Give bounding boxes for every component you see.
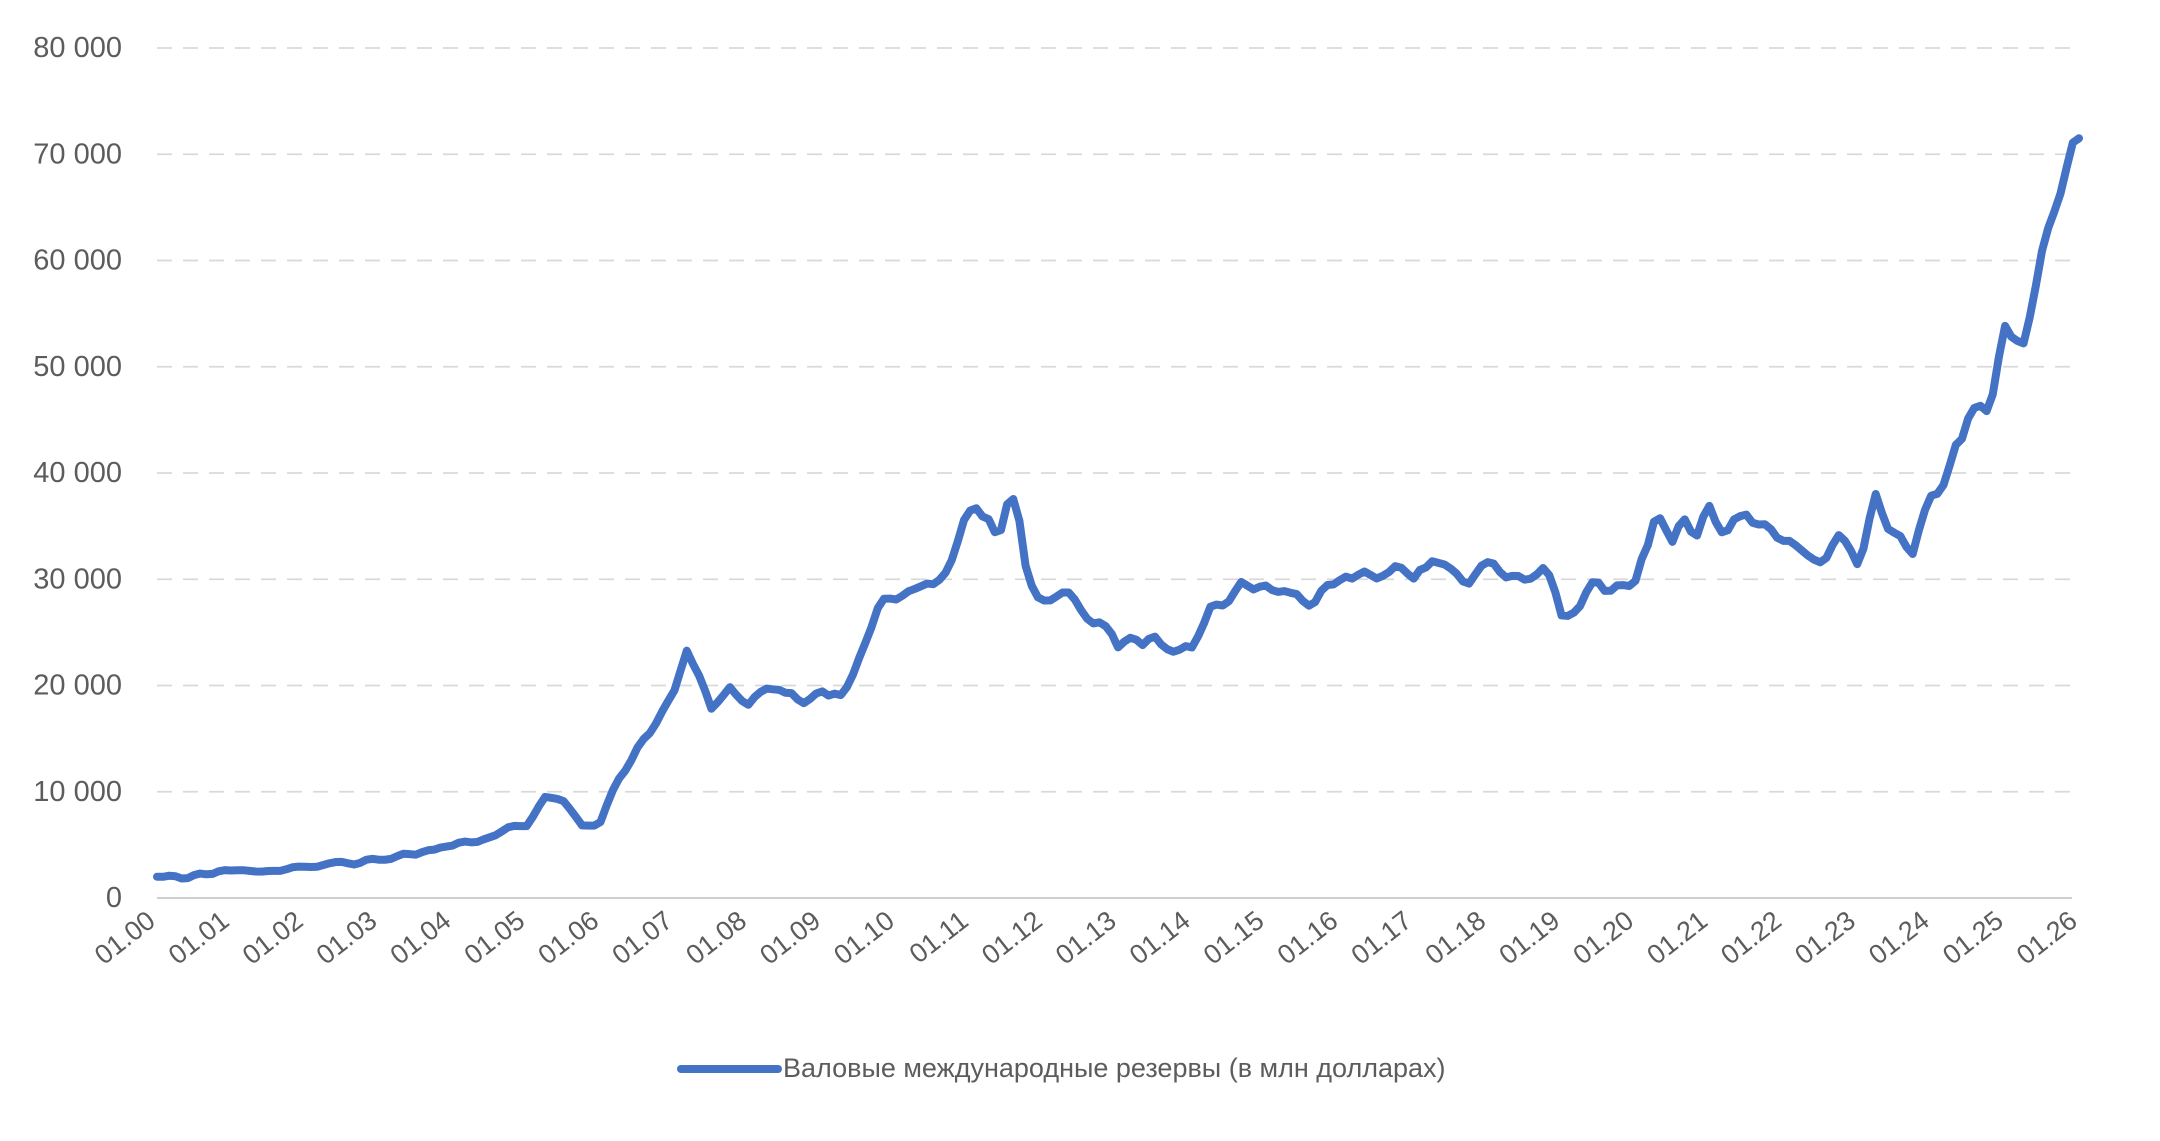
svg-text:0: 0	[106, 882, 122, 914]
svg-text:80 000: 80 000	[33, 32, 122, 64]
svg-text:70 000: 70 000	[33, 138, 122, 170]
svg-text:50 000: 50 000	[33, 351, 122, 383]
svg-text:60 000: 60 000	[33, 245, 122, 277]
svg-text:40 000: 40 000	[33, 457, 122, 489]
svg-text:30 000: 30 000	[33, 563, 122, 595]
svg-text:10 000: 10 000	[33, 776, 122, 808]
svg-text:20 000: 20 000	[33, 670, 122, 702]
svg-text:Валовые международные резервы: Валовые международные резервы (в млн дол…	[783, 1053, 1446, 1083]
